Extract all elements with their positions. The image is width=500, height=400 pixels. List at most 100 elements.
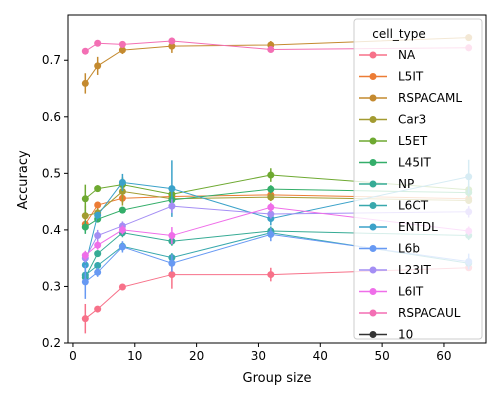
data-point <box>168 232 176 240</box>
legend-swatch-marker <box>369 202 377 209</box>
legend-item-rspacaml: RSPACAML <box>359 91 462 105</box>
legend-label: 10 <box>398 328 413 342</box>
legend-item-l45it: L45IT <box>359 156 431 170</box>
plot-area <box>81 34 473 334</box>
axes-frame <box>67 14 487 344</box>
legend-label: L45IT <box>398 156 431 170</box>
legend-box <box>353 18 483 340</box>
data-point <box>168 271 176 279</box>
legend-swatch-marker <box>369 73 377 80</box>
legend-item-car3: Car3 <box>359 113 426 127</box>
data-point <box>168 202 176 210</box>
x-tick-label: 20 <box>189 349 204 363</box>
data-point <box>81 251 89 259</box>
legend-item-na: NA <box>359 48 416 62</box>
y-axis-label: Accuracy <box>16 150 31 210</box>
legend-item-l5et: L5ET <box>359 134 428 148</box>
data-point <box>168 37 176 45</box>
legend-swatch-marker <box>369 159 377 166</box>
legend-swatch-marker <box>369 266 377 274</box>
legend-item-l6it: L6IT <box>359 285 424 299</box>
data-point <box>267 45 275 53</box>
data-point <box>81 212 89 220</box>
data-point <box>118 40 126 48</box>
legend-swatch-marker <box>369 180 377 188</box>
data-point <box>94 62 102 70</box>
series-line <box>84 37 469 84</box>
data-point <box>267 185 275 193</box>
series-line <box>84 194 469 225</box>
series-na <box>81 260 473 334</box>
legend-swatch-marker <box>369 223 377 231</box>
legend-item-l6ct: L6CT <box>359 199 429 213</box>
legend-label: NP <box>398 177 414 191</box>
data-point <box>118 243 126 251</box>
legend-label: RSPACAML <box>398 91 462 105</box>
legend-swatch-marker <box>369 51 377 59</box>
legend-label: L6CT <box>398 199 429 213</box>
legend-item-rspacaul: RSPACAUL <box>359 306 461 320</box>
data-point <box>81 79 89 87</box>
data-point <box>94 262 102 270</box>
legend-label: RSPACAUL <box>398 306 461 320</box>
y-tick-label: 0.2 <box>42 336 61 350</box>
legend-item-entdl: ENTDL <box>359 220 438 234</box>
data-point <box>81 47 89 55</box>
y-tick-label: 0.4 <box>42 223 61 237</box>
data-point <box>267 210 275 218</box>
data-point <box>118 46 126 54</box>
data-point <box>94 241 102 249</box>
legend-label: L6IT <box>398 285 424 299</box>
data-point <box>118 283 126 291</box>
legend-label: L5IT <box>398 70 424 84</box>
legend-label: Car3 <box>398 113 426 127</box>
legend-label: L23IT <box>398 263 431 277</box>
data-point <box>94 201 102 209</box>
legend: cell_type NA L5IT RSPACAML Car3 L5ET L45IT NP L6… <box>353 18 483 342</box>
legend-item-l23it: L23IT <box>359 263 431 277</box>
x-tick-label: 40 <box>313 349 328 363</box>
legend-label: L6b <box>398 242 420 256</box>
data-point <box>168 185 176 193</box>
legend-label: NA <box>398 48 416 62</box>
data-point <box>267 230 275 238</box>
x-tick-label: 60 <box>436 349 451 363</box>
legend-swatch-marker <box>369 137 377 145</box>
legend-swatch-marker <box>369 245 377 252</box>
legend-item-10: 10 <box>359 328 413 342</box>
data-point <box>81 278 89 286</box>
data-point <box>94 39 102 47</box>
legend-item-l6b: L6b <box>359 242 420 256</box>
series-line <box>84 205 469 259</box>
data-point <box>267 271 275 279</box>
data-point <box>94 232 102 240</box>
x-tick-label: 50 <box>374 349 389 363</box>
legend-title: cell_type <box>372 27 425 41</box>
data-point <box>168 42 176 50</box>
legend-swatch-marker <box>369 116 377 123</box>
x-tick-label: 0 <box>69 349 77 363</box>
data-point <box>94 211 102 219</box>
legend-swatch-marker <box>369 288 377 295</box>
legend-item-l5it: L5IT <box>359 70 424 84</box>
data-point <box>267 193 275 201</box>
data-point <box>81 315 89 323</box>
data-point <box>94 268 102 276</box>
data-point <box>94 305 102 313</box>
data-point <box>267 171 275 179</box>
legend-swatch-marker <box>369 94 377 102</box>
data-point <box>118 178 126 186</box>
y-axis: 0.2 0.3 0.4 0.5 0.6 0.7 <box>42 53 68 350</box>
data-point <box>94 185 102 193</box>
x-tick-label: 30 <box>251 349 266 363</box>
y-tick-label: 0.6 <box>42 110 61 124</box>
data-point <box>118 226 126 234</box>
y-tick-label: 0.7 <box>42 53 61 67</box>
legend-swatch-marker <box>369 309 377 317</box>
series-line <box>84 230 469 278</box>
data-point <box>81 195 89 203</box>
data-point <box>94 250 102 258</box>
data-point <box>168 259 176 267</box>
legend-item-np: NP <box>359 177 414 191</box>
